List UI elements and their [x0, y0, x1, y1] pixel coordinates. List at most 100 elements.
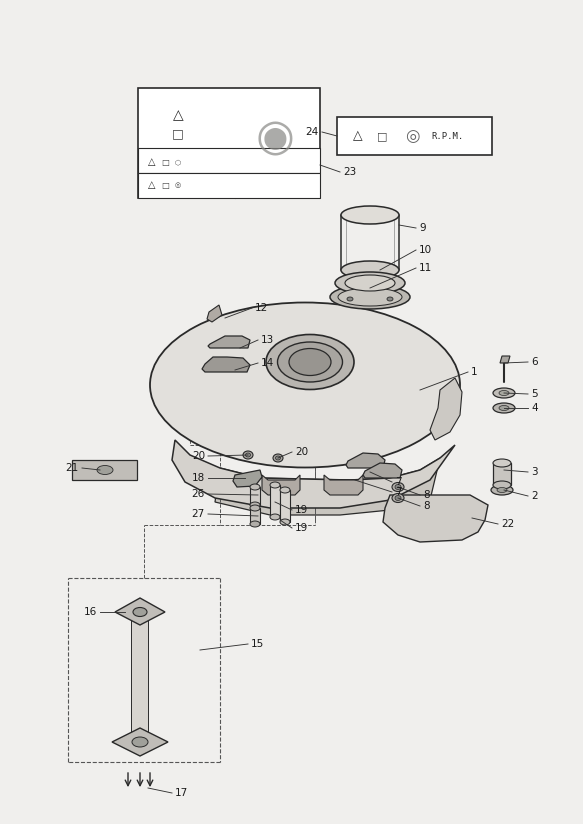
Bar: [72, 460, 137, 480]
Text: 20: 20: [192, 451, 205, 461]
Text: 23: 23: [343, 167, 356, 177]
Text: 19: 19: [295, 505, 308, 515]
Polygon shape: [324, 475, 363, 495]
Bar: [138, 88, 320, 198]
Text: △: △: [173, 108, 183, 122]
Text: 5: 5: [531, 389, 538, 399]
Ellipse shape: [497, 488, 507, 493]
Ellipse shape: [345, 275, 395, 291]
Ellipse shape: [289, 349, 331, 376]
Text: □: □: [161, 157, 169, 166]
Text: 13: 13: [261, 335, 274, 345]
Bar: [138, 173, 320, 198]
Ellipse shape: [243, 451, 253, 459]
Ellipse shape: [499, 405, 509, 410]
Polygon shape: [500, 356, 510, 363]
Polygon shape: [207, 305, 222, 322]
Polygon shape: [202, 357, 250, 372]
Polygon shape: [233, 470, 262, 487]
Text: 22: 22: [501, 519, 514, 529]
Ellipse shape: [273, 454, 283, 462]
Text: 6: 6: [531, 357, 538, 367]
Polygon shape: [383, 495, 488, 542]
Bar: [250, 487, 260, 505]
Text: □: □: [377, 131, 387, 141]
Polygon shape: [262, 475, 300, 495]
Text: R.P.M.: R.P.M.: [432, 132, 464, 141]
Ellipse shape: [330, 285, 410, 309]
Polygon shape: [363, 463, 402, 478]
Ellipse shape: [150, 302, 460, 467]
Ellipse shape: [335, 272, 405, 294]
Ellipse shape: [493, 388, 515, 398]
Ellipse shape: [250, 484, 260, 490]
Text: 11: 11: [419, 263, 432, 273]
Ellipse shape: [250, 502, 260, 508]
Text: 19: 19: [295, 523, 308, 533]
Text: □: □: [161, 180, 169, 190]
Ellipse shape: [245, 453, 251, 457]
Text: ⬡: ⬡: [175, 159, 181, 165]
Bar: [270, 485, 280, 517]
Ellipse shape: [493, 459, 511, 467]
Ellipse shape: [97, 466, 113, 475]
Ellipse shape: [280, 487, 290, 493]
Polygon shape: [172, 440, 455, 508]
Bar: [337, 117, 492, 155]
Ellipse shape: [250, 521, 260, 527]
Text: 8: 8: [423, 490, 430, 500]
Ellipse shape: [338, 288, 402, 306]
Ellipse shape: [278, 342, 342, 382]
Text: 3: 3: [531, 467, 538, 477]
Text: 1: 1: [471, 367, 477, 377]
Text: 7: 7: [395, 477, 402, 487]
Bar: [250, 508, 260, 524]
Bar: [493, 463, 511, 485]
Text: 2: 2: [531, 491, 538, 501]
Text: 21: 21: [66, 463, 79, 473]
Ellipse shape: [250, 505, 260, 511]
Bar: [138, 148, 320, 173]
Text: 15: 15: [251, 639, 264, 649]
Text: □: □: [172, 128, 184, 141]
Polygon shape: [112, 728, 168, 756]
Text: 7: 7: [395, 487, 402, 497]
Ellipse shape: [132, 737, 148, 747]
Polygon shape: [115, 598, 165, 625]
Text: 10: 10: [419, 245, 432, 255]
Ellipse shape: [280, 519, 290, 525]
Ellipse shape: [392, 483, 404, 491]
Text: 17: 17: [175, 788, 188, 798]
Text: 8: 8: [423, 501, 430, 511]
Text: ◎: ◎: [405, 127, 419, 145]
Polygon shape: [346, 453, 385, 468]
Text: 26: 26: [192, 489, 205, 499]
Ellipse shape: [493, 481, 511, 489]
Polygon shape: [208, 336, 250, 348]
Text: 14: 14: [261, 358, 274, 368]
Text: 24: 24: [305, 127, 319, 137]
Ellipse shape: [387, 297, 393, 301]
Text: △: △: [148, 157, 156, 167]
Bar: [132, 620, 148, 740]
Ellipse shape: [341, 261, 399, 279]
Text: 9: 9: [419, 223, 426, 233]
Ellipse shape: [270, 514, 280, 520]
Ellipse shape: [266, 335, 354, 390]
Text: 18: 18: [192, 473, 205, 483]
Text: △: △: [148, 180, 156, 190]
Ellipse shape: [491, 485, 513, 495]
Ellipse shape: [133, 607, 147, 616]
Ellipse shape: [276, 456, 280, 460]
Text: △: △: [353, 129, 363, 143]
Ellipse shape: [499, 391, 509, 396]
Ellipse shape: [392, 494, 404, 503]
Bar: [280, 490, 290, 522]
Ellipse shape: [341, 206, 399, 224]
Text: 12: 12: [255, 303, 268, 313]
Ellipse shape: [395, 495, 401, 500]
Text: 4: 4: [531, 403, 538, 413]
Ellipse shape: [395, 485, 401, 489]
Ellipse shape: [270, 482, 280, 488]
Text: 20: 20: [295, 447, 308, 457]
